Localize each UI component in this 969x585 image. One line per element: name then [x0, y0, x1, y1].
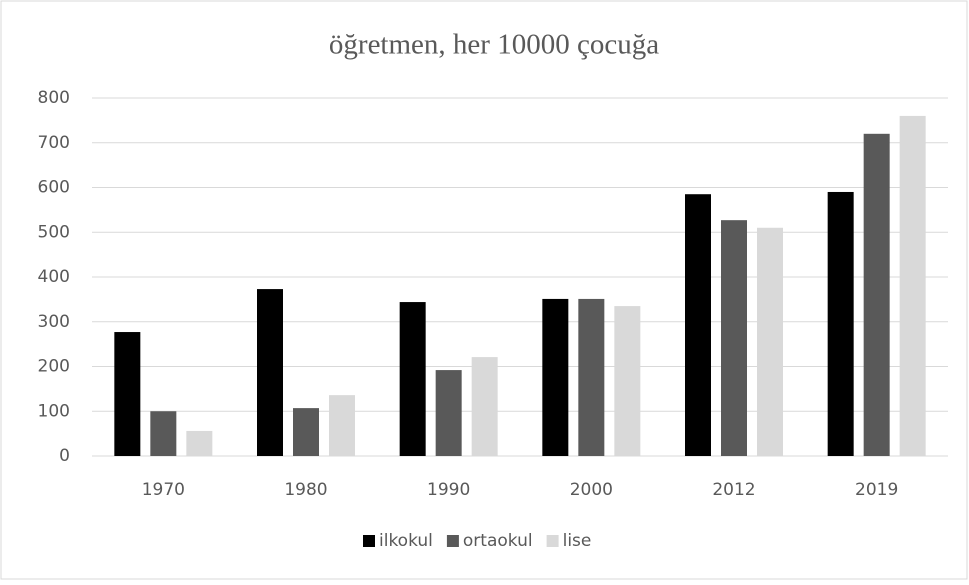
- bar: [863, 133, 890, 457]
- legend-swatch: [363, 535, 375, 547]
- bar: [899, 115, 926, 457]
- legend-swatch: [546, 535, 559, 547]
- y-tick-label: 400: [38, 267, 70, 287]
- legend-label: ilkokul: [379, 531, 433, 551]
- bar: [435, 370, 462, 456]
- y-tick-label: 0: [59, 446, 70, 466]
- bar: [827, 191, 854, 456]
- y-tick-label: 500: [38, 222, 70, 242]
- bar: [293, 408, 319, 456]
- y-tick-label: 300: [38, 312, 70, 332]
- bar: [757, 227, 783, 456]
- x-tick-label: 1980: [284, 480, 327, 500]
- bar: [578, 298, 605, 456]
- legend-label: lise: [563, 531, 592, 551]
- y-tick-label: 200: [38, 357, 70, 377]
- bar: [471, 357, 498, 456]
- bar: [685, 194, 711, 456]
- bar: [186, 430, 213, 456]
- y-tick-label: 800: [38, 88, 70, 108]
- x-tick-label: 1970: [142, 480, 185, 500]
- chart-title: öğretmen, her 10000 çocuğa: [329, 29, 659, 61]
- bar: [542, 298, 569, 456]
- x-tick-label: 2000: [570, 480, 613, 500]
- bar: [150, 411, 177, 456]
- x-tick-label: 2019: [855, 480, 898, 500]
- legend-swatch: [446, 535, 459, 547]
- bar: [329, 395, 355, 456]
- x-tick-label: 2012: [712, 480, 755, 500]
- bar: [114, 332, 141, 456]
- y-tick-label: 600: [38, 178, 70, 198]
- y-tick-label: 700: [38, 133, 70, 153]
- bar: [399, 302, 426, 456]
- legend-label: ortaokul: [463, 531, 533, 551]
- y-tick-label: 100: [38, 401, 70, 421]
- x-tick-label: 1990: [427, 480, 470, 500]
- bar: [721, 220, 747, 456]
- bar: [614, 306, 641, 456]
- bar: [257, 289, 283, 456]
